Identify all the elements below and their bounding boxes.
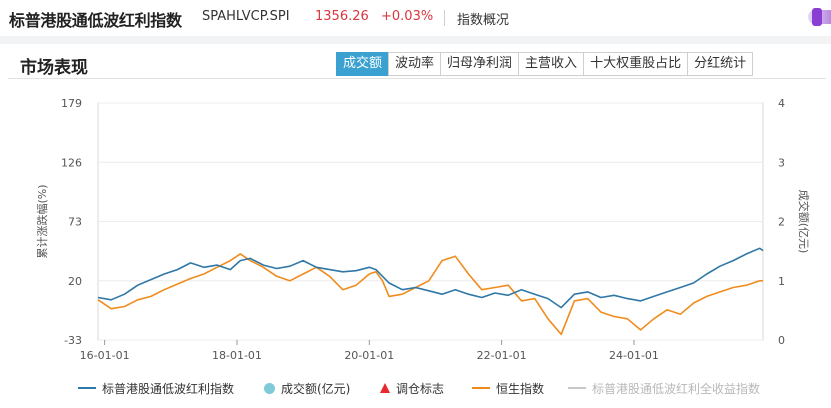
series-line-index xyxy=(97,247,764,309)
metric-tabs: 成交额 波动率 归母净利润 主营收入 十大权重股占比 分红统计 xyxy=(336,52,754,76)
legend-swatch-total-return xyxy=(568,387,586,389)
legend-swatch-hsi xyxy=(472,387,490,389)
tab-dividend-stats[interactable]: 分红统计 xyxy=(687,52,754,76)
tab-net-profit[interactable]: 归母净利润 xyxy=(440,52,520,76)
market-performance-panel: 市场表现 成交额 波动率 归母净利润 主营收入 十大权重股占比 分红统计 xyxy=(0,44,831,408)
legend-swatch-index xyxy=(78,387,96,389)
legend-label-index: 标普港股通低波红利指数 xyxy=(102,381,235,396)
legend-label-volume: 成交额(亿元) xyxy=(281,381,351,396)
legend-item-total-return[interactable]: 标普港股通低波红利全收益指数 xyxy=(568,376,760,400)
x-tick-label: 24-01-01 xyxy=(609,349,659,362)
legend-label-total-return: 标普港股通低波红利全收益指数 xyxy=(592,381,761,396)
index-price: 1356.26 xyxy=(315,9,369,24)
legend-item-rebalance[interactable]: 调仓标志 xyxy=(380,376,444,400)
y-tick-label: -33 xyxy=(64,334,82,347)
chart-legend: 标普港股通低波红利指数 成交额(亿元) 调仓标志 恒生指数 标普港股通低波红利全… xyxy=(0,376,831,400)
y2-tick-label: 0 xyxy=(778,334,785,347)
tab-top10-weight[interactable]: 十大权重股占比 xyxy=(583,52,689,76)
series-line-hsi xyxy=(97,253,763,336)
panel-title: 市场表现 xyxy=(20,58,88,78)
legend-swatch-rebalance xyxy=(380,383,390,393)
y2-tick-label: 2 xyxy=(778,216,785,229)
y-tick-label: 20 xyxy=(68,275,82,288)
side-toggle-knob[interactable] xyxy=(812,8,822,26)
y2-tick-label: 4 xyxy=(778,97,785,110)
y2-tick-label: 1 xyxy=(778,275,785,288)
x-tick-label: 16-01-01 xyxy=(80,349,130,362)
y-axis-title: 累计涨跌幅(%) xyxy=(35,184,49,258)
legend-item-volume[interactable]: 成交额(亿元) xyxy=(264,376,350,400)
tab-revenue[interactable]: 主营收入 xyxy=(518,52,585,76)
legend-item-index[interactable]: 标普港股通低波红利指数 xyxy=(78,376,234,400)
header-divider xyxy=(444,10,445,26)
section-gap xyxy=(0,36,831,44)
tab-volume[interactable]: 成交额 xyxy=(336,52,390,76)
y2-axis-title: 成交额(亿元) xyxy=(797,190,811,254)
x-tick-label: 20-01-01 xyxy=(344,349,394,362)
y-tick-label: 73 xyxy=(68,216,82,229)
legend-label-hsi: 恒生指数 xyxy=(496,381,545,396)
index-code: SPAHLVCP.SPI xyxy=(202,9,290,24)
overview-link[interactable]: 指数概况 xyxy=(457,13,510,28)
legend-label-rebalance: 调仓标志 xyxy=(396,381,445,396)
y2-tick-label: 3 xyxy=(778,156,785,169)
x-tick-label: 22-01-01 xyxy=(477,349,527,362)
y-tick-label: 126 xyxy=(61,156,82,169)
tab-volatility[interactable]: 波动率 xyxy=(388,52,442,76)
panel-divider xyxy=(8,78,826,79)
legend-swatch-volume xyxy=(264,382,275,394)
y-tick-label: 179 xyxy=(61,97,82,110)
top-bar: 标普港股通低波红利指数 SPAHLVCP.SPI 1356.26 +0.03% … xyxy=(0,0,831,36)
index-name: 标普港股通低波红利指数 xyxy=(9,11,182,30)
legend-item-hsi[interactable]: 恒生指数 xyxy=(472,376,544,400)
x-tick-label: 18-01-01 xyxy=(212,349,262,362)
index-change: +0.03% xyxy=(381,9,434,24)
